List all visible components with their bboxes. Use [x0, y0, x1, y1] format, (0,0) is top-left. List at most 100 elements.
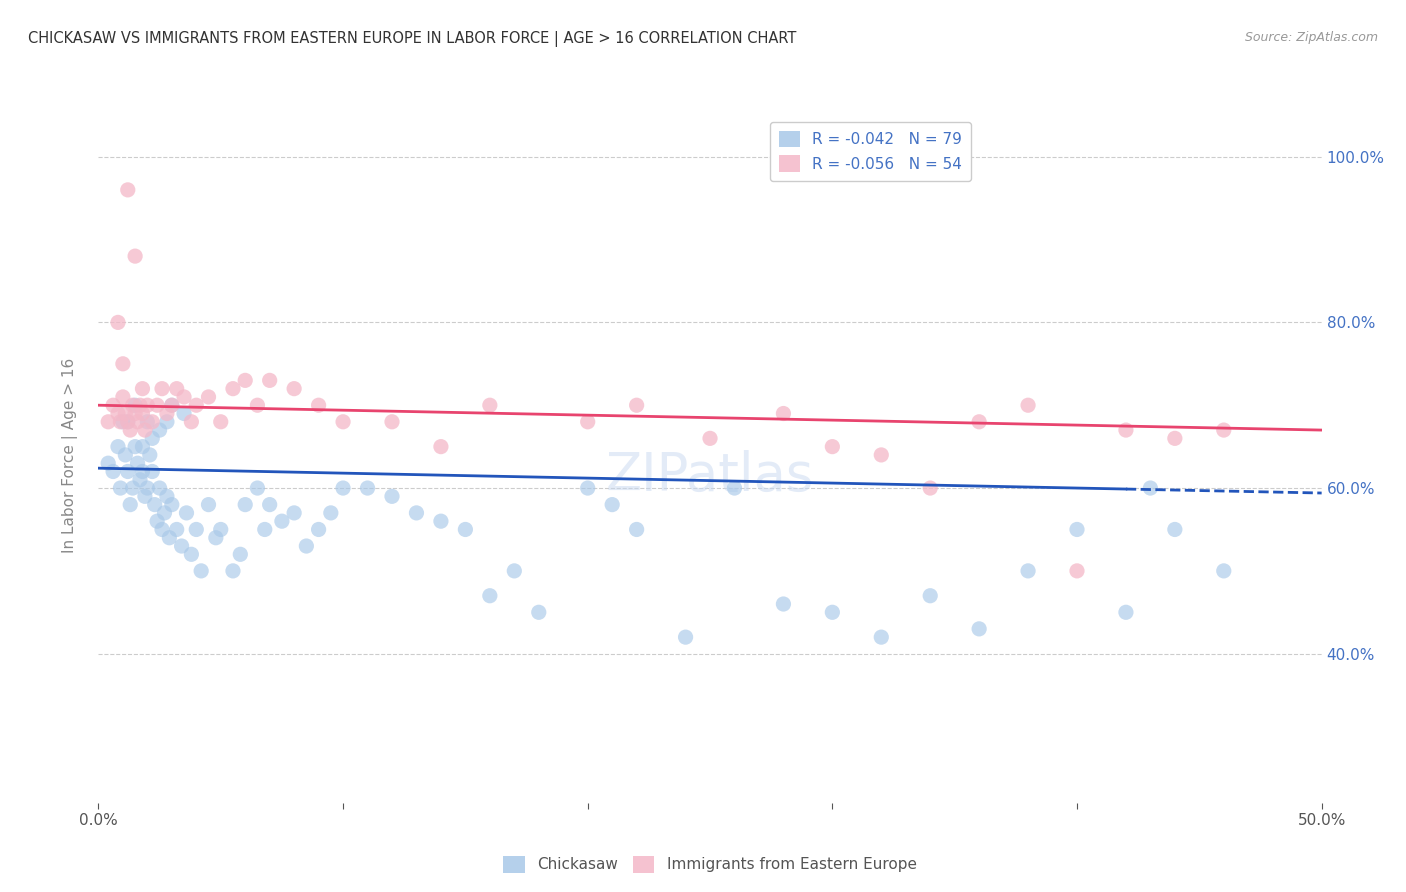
Point — [146, 514, 169, 528]
Point — [121, 398, 143, 412]
Point — [143, 498, 166, 512]
Point — [259, 498, 281, 512]
Point — [156, 489, 179, 503]
Point — [134, 423, 156, 437]
Point — [1164, 431, 1187, 445]
Point — [160, 398, 183, 412]
Point — [124, 407, 146, 421]
Point — [259, 373, 281, 387]
Point — [675, 630, 697, 644]
Point — [967, 415, 990, 429]
Point — [129, 473, 152, 487]
Point — [870, 630, 893, 644]
Point — [170, 539, 193, 553]
Point — [1017, 398, 1039, 412]
Point — [117, 415, 139, 429]
Point — [503, 564, 526, 578]
Point — [141, 415, 163, 429]
Point — [153, 506, 176, 520]
Point — [197, 498, 219, 512]
Point — [114, 448, 136, 462]
Point — [131, 382, 153, 396]
Point — [111, 357, 134, 371]
Point — [141, 431, 163, 445]
Point — [156, 407, 179, 421]
Point — [120, 498, 142, 512]
Point — [139, 448, 162, 462]
Point — [180, 547, 202, 561]
Point — [246, 481, 269, 495]
Point — [356, 481, 378, 495]
Point — [173, 390, 195, 404]
Point — [117, 183, 139, 197]
Text: Source: ZipAtlas.com: Source: ZipAtlas.com — [1244, 31, 1378, 45]
Point — [111, 390, 134, 404]
Point — [110, 415, 132, 429]
Point — [233, 498, 256, 512]
Point — [1164, 523, 1187, 537]
Point — [127, 415, 149, 429]
Point — [111, 415, 134, 429]
Point — [308, 398, 330, 412]
Point — [527, 605, 550, 619]
Point — [295, 539, 318, 553]
Point — [117, 415, 139, 429]
Point — [166, 382, 188, 396]
Point — [405, 506, 427, 520]
Point — [136, 398, 159, 412]
Text: CHICKASAW VS IMMIGRANTS FROM EASTERN EUROPE IN LABOR FORCE | AGE > 16 CORRELATIO: CHICKASAW VS IMMIGRANTS FROM EASTERN EUR… — [28, 31, 796, 47]
Point — [149, 481, 172, 495]
Point — [600, 498, 623, 512]
Point — [136, 481, 159, 495]
Point — [124, 398, 146, 412]
Point — [131, 407, 153, 421]
Point — [1139, 481, 1161, 495]
Point — [186, 398, 208, 412]
Point — [160, 498, 183, 512]
Point — [772, 597, 794, 611]
Point — [1212, 423, 1234, 437]
Point — [205, 531, 228, 545]
Point — [870, 448, 893, 462]
Y-axis label: In Labor Force | Age > 16: In Labor Force | Age > 16 — [62, 358, 77, 552]
Point — [283, 506, 305, 520]
Point — [146, 398, 169, 412]
Point — [180, 415, 202, 429]
Point — [134, 489, 156, 503]
Point — [1017, 564, 1039, 578]
Point — [131, 465, 153, 479]
Point — [101, 465, 124, 479]
Point — [160, 398, 183, 412]
Point — [97, 456, 120, 470]
Point — [332, 415, 354, 429]
Point — [190, 564, 212, 578]
Point — [283, 382, 305, 396]
Point — [222, 382, 245, 396]
Point — [141, 465, 163, 479]
Point — [270, 514, 294, 528]
Point — [107, 407, 129, 421]
Point — [821, 605, 844, 619]
Point — [131, 440, 153, 454]
Point — [253, 523, 276, 537]
Point — [576, 481, 599, 495]
Point — [120, 423, 142, 437]
Point — [723, 481, 745, 495]
Point — [576, 415, 599, 429]
Text: ZIPatlas: ZIPatlas — [606, 450, 814, 502]
Point — [186, 523, 208, 537]
Point — [1115, 605, 1137, 619]
Point — [478, 398, 501, 412]
Point — [454, 523, 477, 537]
Point — [1066, 564, 1088, 578]
Point — [1066, 523, 1088, 537]
Point — [166, 523, 188, 537]
Point — [626, 523, 648, 537]
Point — [149, 423, 172, 437]
Point — [157, 531, 180, 545]
Point — [129, 398, 152, 412]
Point — [920, 589, 942, 603]
Point — [176, 506, 198, 520]
Point — [430, 514, 453, 528]
Point — [117, 465, 139, 479]
